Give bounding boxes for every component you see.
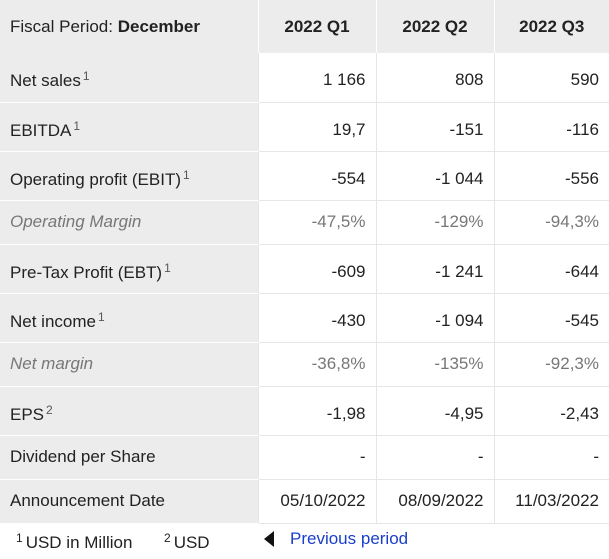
fiscal-period-label: Fiscal Period: (10, 16, 113, 36)
footnote-marker: 1 (164, 260, 171, 275)
table-cell: -116 (493, 102, 609, 152)
fiscal-period-value: December (117, 16, 200, 36)
table-cell: - (493, 435, 609, 480)
row-dividend-per-share: Dividend per Share - - - (0, 435, 609, 480)
row-label: Net margin (0, 342, 258, 387)
row-operating-margin: Operating Margin -47,5% -129% -94,3% (0, 200, 609, 245)
table-cell: -1 241 (375, 244, 494, 294)
previous-period-link[interactable]: Previous period (264, 529, 408, 549)
table-cell: -2,43 (493, 386, 609, 436)
footnote-marker: 1 (73, 118, 81, 133)
footnote-1-marker: 1 (16, 531, 23, 545)
table-cell: - (257, 435, 376, 480)
table-cell: -554 (257, 151, 376, 201)
row-label: EBITDA 1 (0, 102, 258, 152)
table-cell: 08/09/2022 (375, 479, 494, 524)
row-label-text: Net sales (10, 71, 81, 91)
footnote-2: 2 USD (164, 531, 210, 553)
table-cell: -1 044 (375, 151, 494, 201)
table-cell: -644 (493, 244, 609, 294)
table-cell: -430 (257, 293, 376, 343)
table-cell: -1 094 (375, 293, 494, 343)
row-label-text: EBITDA (10, 120, 72, 140)
table-cell: -545 (493, 293, 609, 343)
table-footer: 1 USD in Million 2 USD Previous period (0, 519, 609, 559)
row-operating-profit: Operating profit (EBIT) 1 -554 -1 044 -55… (0, 151, 609, 201)
column-header-q3: 2022 Q3 (493, 0, 609, 53)
table-cell: -1,98 (257, 386, 376, 436)
column-header-q1: 2022 Q1 (257, 0, 376, 53)
row-label-text: Operating Margin (10, 212, 142, 231)
caret-left-icon[interactable] (264, 531, 274, 547)
row-label: Pre-Tax Profit (EBT) 1 (0, 244, 258, 294)
row-label-text: Net margin (10, 354, 94, 373)
row-label: Operating Margin (0, 200, 258, 245)
row-label: Announcement Date (0, 479, 258, 524)
row-label-text: Dividend per Share (10, 447, 156, 466)
footnote-marker: 1 (183, 167, 190, 182)
row-label-text: Operating profit (EBIT) (10, 169, 182, 189)
footnote-1-text: USD in Million (25, 533, 133, 552)
row-net-sales: Net sales 1 1 166 808 590 (0, 53, 609, 103)
table-cell: -94,3% (493, 200, 609, 245)
table-cell: - (375, 435, 494, 480)
row-label: Dividend per Share (0, 435, 258, 480)
row-eps: EPS 2 -1,98 -4,95 -2,43 (0, 386, 609, 436)
row-label: Net income 1 (0, 293, 258, 343)
table-cell: -135% (375, 342, 494, 387)
table-cell: -92,3% (493, 342, 609, 387)
financials-table: Fiscal Period: December 2022 Q1 2022 Q2 … (0, 0, 609, 524)
footnote-2-marker: 2 (164, 531, 171, 545)
table-cell: 19,7 (257, 102, 376, 152)
fiscal-period-header: Fiscal Period: December (0, 0, 258, 53)
table-cell: 11/03/2022 (493, 479, 609, 524)
table-cell: -4,95 (375, 386, 494, 436)
previous-period-label[interactable]: Previous period (290, 529, 409, 548)
table-cell: -609 (257, 244, 376, 294)
row-label-text: Net income (10, 311, 96, 331)
footnote-marker: 1 (97, 309, 105, 324)
table-cell: 05/10/2022 (257, 479, 376, 524)
row-pre-tax-profit: Pre-Tax Profit (EBT) 1 -609 -1 241 -644 (0, 244, 609, 294)
row-net-income: Net income 1 -430 -1 094 -545 (0, 293, 609, 343)
row-ebitda: EBITDA 1 19,7 -151 -116 (0, 102, 609, 152)
table-cell: -129% (375, 200, 494, 245)
row-label: Operating profit (EBIT) 1 (0, 151, 258, 201)
table-header-row: Fiscal Period: December 2022 Q1 2022 Q2 … (0, 0, 609, 53)
table-cell: -556 (493, 151, 609, 201)
table-cell: 590 (493, 53, 609, 103)
table-cell: -36,8% (257, 342, 376, 387)
row-label: Net sales 1 (0, 53, 258, 103)
footnote-marker: 1 (82, 69, 90, 84)
table-cell: -151 (375, 102, 494, 152)
row-label-text: Pre-Tax Profit (EBT) (10, 262, 163, 282)
column-header-q2: 2022 Q2 (375, 0, 494, 53)
table-cell: 1 166 (257, 53, 376, 103)
table-cell: 808 (375, 53, 494, 103)
footnote-1: 1 USD in Million (16, 531, 132, 553)
row-label-text: EPS (10, 404, 45, 424)
footnote-2-text: USD (173, 533, 210, 552)
row-label-text: Announcement Date (10, 491, 165, 510)
table-cell: -47,5% (257, 200, 376, 245)
row-label: EPS 2 (0, 386, 258, 436)
footnote-marker: 2 (46, 402, 53, 417)
row-net-margin: Net margin -36,8% -135% -92,3% (0, 342, 609, 387)
row-announcement-date: Announcement Date 05/10/2022 08/09/2022 … (0, 479, 609, 524)
